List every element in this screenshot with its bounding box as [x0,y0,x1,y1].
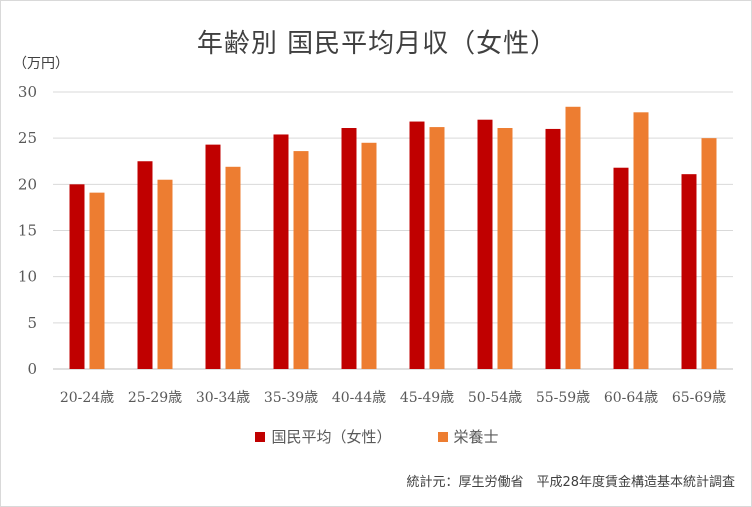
legend-label-dietitian: 栄養士 [453,428,499,446]
bar-dietitian [633,112,649,370]
bar-national-average [409,121,425,370]
bar-national-average [69,184,85,369]
x-category-label: 35-39歳 [264,390,318,406]
legend-swatch-national-average [255,431,266,442]
y-tick-label: 30 [18,83,37,101]
bar-national-average [205,144,221,369]
bar-dietitian [225,166,241,369]
x-category-label: 25-29歳 [128,390,182,406]
bar-chart-plot: 0 5 10 15 20 25 30 20-24歳 25-29歳 30-34歳 35-39歳 40-4… [18,83,733,406]
bar-national-average [477,119,493,369]
bar-national-average [613,167,629,369]
bar-dietitian [565,106,581,370]
bar-dietitian [497,128,513,369]
y-tick-label: 0 [27,360,37,378]
bar-national-average [273,134,289,369]
bar-dietitian [157,179,173,369]
legend-item-dietitian: 栄養士 [437,426,499,447]
x-category-label: 60-64歳 [604,390,658,406]
legend-item-national-average: 国民平均（女性） [255,426,392,447]
data-source-note: 統計元：厚生労働省 平成28年度賃金構造基本統計調査 [406,475,735,490]
y-tick-label: 25 [18,129,37,147]
bar-dietitian [701,138,717,369]
bar-dietitian [89,192,105,369]
bar-dietitian [361,142,377,369]
x-category-label: 65-69歳 [672,390,726,406]
y-tick-label: 20 [18,175,37,193]
x-category-label: 30-34歳 [196,390,250,406]
y-tick-label: 5 [27,314,37,332]
legend-label-national-average: 国民平均（女性） [271,428,392,446]
bar-national-average [545,128,561,369]
x-category-label: 45-49歳 [400,390,454,406]
bar-national-average [137,161,153,369]
y-axis-unit-label: （万円） [13,56,69,72]
y-tick-label: 10 [18,268,37,286]
chart-legend: 国民平均（女性） 栄養士 [1,426,752,447]
bar-national-average [681,174,697,369]
x-category-label: 20-24歳 [60,390,114,406]
bar-national-average [341,128,357,369]
bar-dietitian [293,151,309,369]
chart-title: 年齢別 国民平均月収（女性） [196,29,558,59]
bar-dietitian [429,127,445,369]
x-category-label: 40-44歳 [332,390,386,406]
y-tick-label: 15 [18,222,37,240]
x-category-label: 55-59歳 [536,390,590,406]
x-category-label: 50-54歳 [468,390,522,406]
legend-swatch-dietitian [437,431,448,442]
